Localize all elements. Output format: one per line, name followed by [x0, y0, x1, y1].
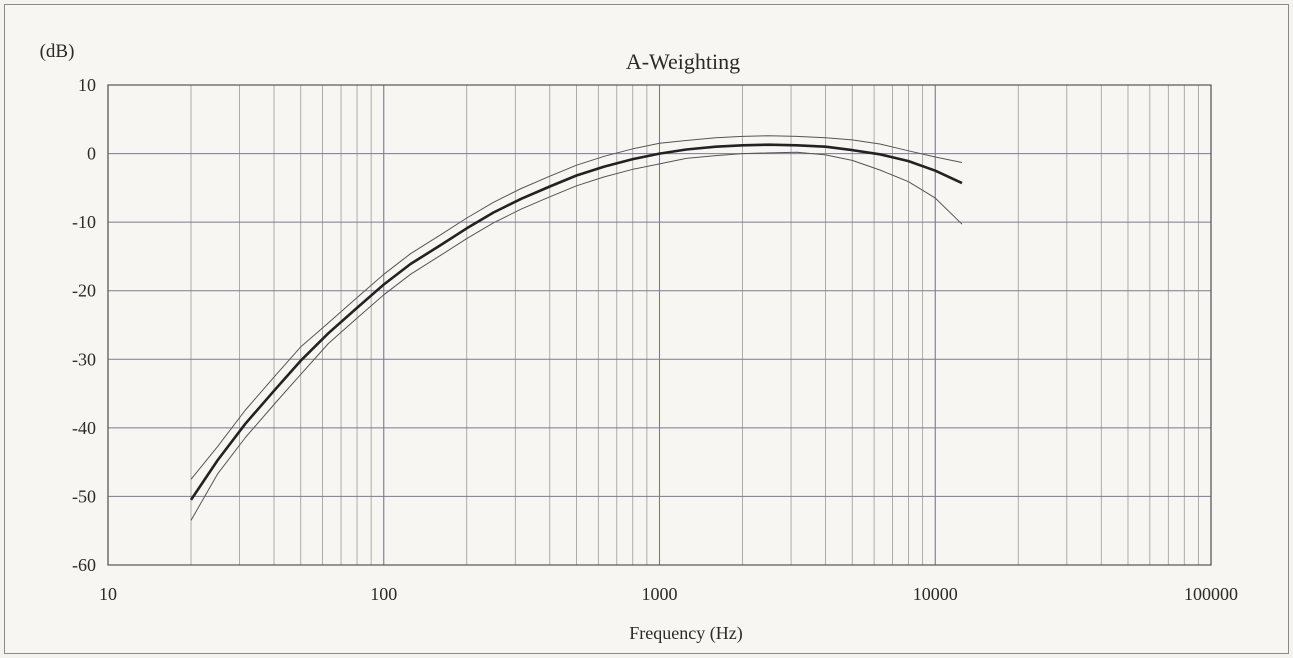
y-axis-label: (dB)	[40, 41, 75, 62]
series-line-lower-tolerance	[190, 151, 963, 521]
x-axis-label: Frequency (Hz)	[629, 623, 742, 644]
y-tick-label: 0	[87, 144, 96, 164]
y-tick-label: -20	[72, 281, 96, 301]
chart-frame: 10 0 -10 -20 -30 -40 -50 -60 10 100 1000 10000 10000…	[4, 4, 1289, 654]
y-tick-label: -40	[72, 418, 96, 438]
y-tick-label: -60	[72, 555, 96, 575]
x-tick-label: 10000	[913, 584, 958, 604]
series-line-main	[189, 143, 963, 501]
x-tick-label: 100000	[1184, 584, 1238, 604]
grid	[107, 84, 1212, 566]
chart-title: A-Weighting	[626, 49, 740, 74]
y-tick-label: -10	[72, 212, 96, 232]
x-tick-label: 100	[370, 584, 397, 604]
series-lines	[189, 135, 963, 521]
series-line-upper-tolerance	[190, 135, 963, 480]
plot-border	[107, 84, 1212, 566]
x-tick-label: 10	[99, 584, 117, 604]
y-tick-label: 10	[78, 75, 96, 95]
x-tick-label: 1000	[642, 584, 678, 604]
y-tick-label: -50	[72, 486, 96, 506]
y-tick-label: -30	[72, 349, 96, 369]
